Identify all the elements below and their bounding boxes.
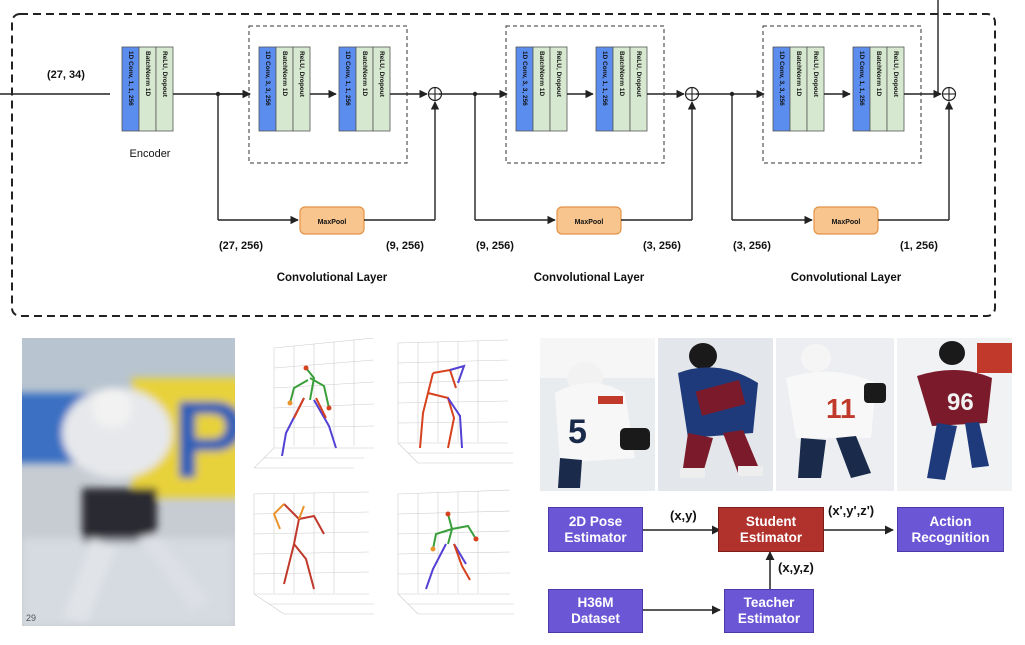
output-shape-label: (9, 256) (386, 240, 424, 252)
convolutional-layer-2: 1D Conv, 3, 3, 256 BatchNorm 1D ReLU, Drop… (439, 25, 700, 284)
conv-group-a: 1D Conv, 3, 3, 256 BatchNorm 1D ReLU, Drop… (258, 46, 311, 132)
relu-dropout-block (549, 46, 568, 132)
block-label: 1D Conv, 1, 1, 256 (601, 51, 608, 106)
block-label: ReLU, Dropout (298, 51, 305, 98)
teacher-estimator-box: Teacher Estimator (724, 589, 814, 633)
pose-right-limbs (293, 397, 327, 419)
block-label: ReLU, Dropout (812, 51, 819, 98)
encoder-caption: Encoder (130, 148, 171, 160)
input-shape-label: (9, 256) (476, 240, 514, 252)
input-shape-label: (27, 256) (219, 240, 263, 252)
block-label: 1D Conv, 1, 1, 256 (127, 51, 134, 106)
block-label: BatchNorm 1D (361, 51, 368, 96)
block-label: ReLU, Dropout (161, 51, 168, 98)
pose-plot-2 (388, 338, 520, 476)
maxpool-label: MaxPool (318, 219, 347, 226)
input-shape-label: (27, 34) (47, 69, 85, 81)
edge-label-xyz-prime: (x',y',z') (828, 503, 875, 518)
relu-dropout-block (886, 46, 905, 132)
player-photo-3: 11 (776, 338, 894, 491)
block-label: BatchNorm 1D (618, 51, 625, 96)
pose-plot-3 (244, 484, 380, 624)
action-recognition-box: Action Recognition (897, 507, 1004, 552)
block-label: 1D Conv, 3, 3, 256 (264, 51, 271, 106)
block-label: BatchNorm 1D (795, 51, 802, 96)
relu-dropout-block (806, 46, 825, 132)
conv-group-b: 1D Conv, 1, 1, 256 BatchNorm 1D ReLU, Drop… (852, 46, 905, 132)
conv-group-a: 1D Conv, 3, 3, 256 BatchNorm 1D ReLU, Drop… (772, 46, 825, 132)
svg-text:11: 11 (826, 393, 856, 424)
pose-right-limbs (453, 543, 471, 581)
student-estimator-box: Student Estimator (718, 507, 824, 552)
relu-dropout-block (629, 46, 648, 132)
block-label: 1D Conv, 1, 1, 256 (344, 51, 351, 106)
pose-plot-4 (388, 484, 520, 624)
relu-dropout-block (372, 46, 391, 132)
relu-dropout-block (155, 46, 174, 132)
svg-text:5: 5 (568, 413, 587, 451)
convolutional-layer-1: 1D Conv, 3, 3, 256 BatchNorm 1D ReLU, Drop… (215, 25, 443, 284)
pose-estimator-box: 2D Pose Estimator (548, 507, 643, 552)
maxpool-label: MaxPool (832, 219, 861, 226)
pose-right-limbs (283, 503, 325, 590)
pose-torso (432, 513, 477, 550)
block-label: ReLU, Dropout (635, 51, 642, 98)
conv-group-b: 1D Conv, 1, 1, 256 BatchNorm 1D ReLU, Drop… (595, 46, 648, 132)
player-photo-1: 5 (540, 338, 655, 491)
player-photo-2 (658, 338, 773, 491)
pose-torso (289, 367, 330, 409)
pose-left-limbs (447, 364, 466, 449)
block-label: BatchNorm 1D (281, 51, 288, 96)
edge-label-xy: (x,y) (670, 508, 697, 523)
block-label: 1D Conv, 1, 1, 256 (858, 51, 865, 106)
block-label: BatchNorm 1D (875, 51, 882, 96)
relu-dropout-block (292, 46, 311, 132)
conv-group-b: 1D Conv, 1, 1, 256 BatchNorm 1D ReLU, Drop… (338, 46, 391, 132)
sum-node (941, 86, 957, 102)
block-label: BatchNorm 1D (538, 51, 545, 96)
svg-text:P: P (172, 379, 235, 502)
pose-plot-1 (244, 338, 380, 476)
layer-caption: Convolutional Layer (791, 272, 902, 284)
pose-torso (272, 503, 305, 530)
block-label: ReLU, Dropout (892, 51, 899, 98)
block-label: BatchNorm 1D (144, 51, 151, 96)
convolutional-layer-3: 1D Conv, 3, 3, 256 BatchNorm 1D ReLU, Drop… (696, 25, 957, 284)
conv-group-a: 1D Conv, 3, 3, 256 BatchNorm 1D ReLU, Drop… (515, 46, 568, 132)
block-label: ReLU, Dropout (378, 51, 385, 98)
h36m-dataset-box: H36M Dataset (548, 589, 643, 633)
maxpool-label: MaxPool (575, 219, 604, 226)
frame-number: 29 (26, 613, 36, 623)
input-shape-label: (3, 256) (733, 240, 771, 252)
block-label: ReLU, Dropout (555, 51, 562, 98)
edge-label-xyz: (x,y,z) (778, 560, 814, 575)
encoder-block: 1D Conv, 1, 1, 256 BatchNorm 1D ReLU, Drop… (121, 46, 174, 132)
block-label: 1D Conv, 3, 3, 256 (521, 51, 528, 106)
player-photo-4: 96 (897, 338, 1012, 491)
block-label: 1D Conv, 3, 3, 256 (778, 51, 785, 106)
svg-text:96: 96 (947, 389, 974, 416)
model-outline (11, 13, 996, 317)
output-shape-label: (1, 256) (900, 240, 938, 252)
output-shape-label: (3, 256) (643, 240, 681, 252)
video-frame: P 29 (22, 338, 235, 626)
layer-caption: Convolutional Layer (534, 272, 645, 284)
layer-caption: Convolutional Layer (277, 272, 388, 284)
